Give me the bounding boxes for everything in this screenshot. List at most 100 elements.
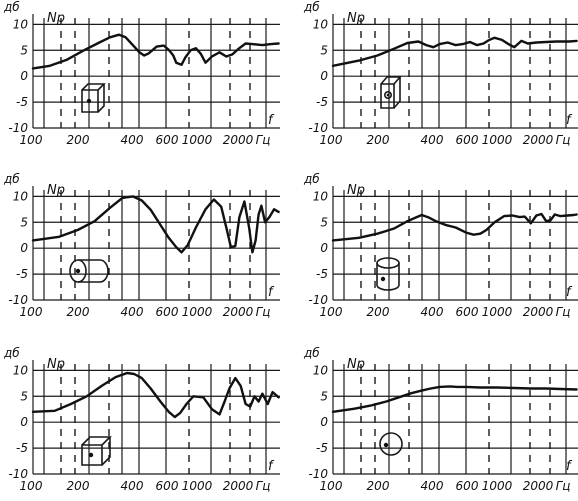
y-tick-label: 0 bbox=[20, 415, 28, 429]
x-tick-label: 400 bbox=[421, 305, 444, 319]
y-axis-label: дб bbox=[303, 0, 320, 14]
x-tick-label: 600 bbox=[456, 133, 479, 147]
x-tick-label: Гц bbox=[556, 133, 571, 147]
x-tick-label: 600 bbox=[456, 305, 479, 319]
x-tick-label: 400 bbox=[121, 305, 144, 319]
x-tick-label: 200 bbox=[67, 133, 90, 147]
chart-panel-top-right: 10 5 0 -5 -10 дб Np f 100 200 400 600 1000 2000 Гц bbox=[303, 0, 578, 147]
y-tick-label: -5 bbox=[16, 267, 28, 281]
y-tick-label: -5 bbox=[316, 267, 328, 281]
x-tick-label: 1000 bbox=[182, 133, 213, 147]
series-line bbox=[331, 212, 578, 242]
y-tick-label: 10 bbox=[13, 363, 29, 377]
y-tick-label: -10 bbox=[8, 121, 28, 135]
x-tick-label: Гц bbox=[256, 305, 271, 319]
series-label: Np bbox=[47, 357, 65, 372]
x-tick-label: 200 bbox=[367, 479, 390, 493]
x-tick-label: 1000 bbox=[182, 305, 213, 319]
y-axis-label: дб bbox=[3, 172, 20, 186]
x-tick-label: Гц bbox=[556, 479, 571, 493]
y-tick-label: -5 bbox=[316, 95, 328, 109]
y-tick-label: -10 bbox=[8, 467, 28, 481]
x-tick-label: 1000 bbox=[482, 133, 513, 147]
x-tick-label: 200 bbox=[67, 305, 90, 319]
y-tick-label: 5 bbox=[320, 43, 328, 57]
x-tick-label: Гц bbox=[256, 133, 271, 147]
series-label: Np bbox=[347, 357, 365, 372]
series-label: Np bbox=[47, 11, 65, 26]
y-tick-label: -5 bbox=[16, 95, 28, 109]
x-tick-label: 100 bbox=[20, 305, 43, 319]
y-tick-label: 0 bbox=[320, 69, 328, 83]
y-tick-label: -5 bbox=[316, 441, 328, 455]
y-tick-label: -10 bbox=[308, 467, 328, 481]
x-tick-label: 400 bbox=[421, 133, 444, 147]
speaker-enclosure-icon bbox=[376, 257, 400, 291]
y-tick-label: 10 bbox=[313, 363, 329, 377]
corner-label: f bbox=[268, 459, 275, 474]
series-line bbox=[331, 385, 578, 413]
x-tick-label: 200 bbox=[67, 479, 90, 493]
corner-label: f bbox=[268, 285, 275, 300]
x-tick-label: Гц bbox=[556, 305, 571, 319]
y-tick-label: 5 bbox=[20, 389, 28, 403]
x-tick-label: 400 bbox=[121, 479, 144, 493]
y-axis-label: дб bbox=[303, 346, 320, 360]
series-line bbox=[331, 36, 578, 67]
x-tick-label: 100 bbox=[320, 305, 343, 319]
y-axis-label: дб bbox=[303, 172, 320, 186]
corner-label: f bbox=[268, 113, 275, 128]
x-tick-label: 2000 bbox=[223, 305, 254, 319]
y-tick-label: -10 bbox=[308, 121, 328, 135]
series-label: Np bbox=[47, 183, 65, 198]
y-tick-label: 0 bbox=[320, 415, 328, 429]
speaker-enclosure-icon bbox=[379, 432, 403, 456]
chart-panel-middle-right: 10 5 0 -5 -10 дб Np f 100 200 400 600 1000 2000 Гц bbox=[303, 172, 578, 319]
x-tick-label: 1000 bbox=[482, 305, 513, 319]
x-tick-label: 1000 bbox=[182, 479, 213, 493]
y-tick-label: 0 bbox=[20, 241, 28, 255]
series-label: Np bbox=[347, 183, 365, 198]
y-tick-label: 0 bbox=[20, 69, 28, 83]
corner-label: f bbox=[566, 459, 573, 474]
x-tick-label: 100 bbox=[20, 133, 43, 147]
x-tick-label: Гц bbox=[256, 479, 271, 493]
y-tick-label: 10 bbox=[313, 189, 329, 203]
speaker-enclosure-icon bbox=[81, 83, 106, 113]
y-tick-label: 0 bbox=[320, 241, 328, 255]
series-label: Np bbox=[347, 11, 365, 26]
speaker-enclosure-icon bbox=[69, 259, 109, 283]
y-tick-label: 10 bbox=[13, 189, 29, 203]
x-tick-label: 2000 bbox=[523, 133, 554, 147]
x-tick-label: 200 bbox=[367, 305, 390, 319]
chart-panel-top-left: 10 5 0 -5 -10 дб Np f 100 200 400 600 1000 2000 Гц bbox=[3, 0, 280, 147]
y-axis-label: дб bbox=[3, 0, 20, 14]
y-tick-label: -10 bbox=[8, 293, 28, 307]
corner-label: f bbox=[566, 285, 573, 300]
speaker-enclosure-icon bbox=[380, 76, 402, 109]
x-tick-label: 100 bbox=[320, 479, 343, 493]
x-tick-label: 2000 bbox=[223, 133, 254, 147]
chart-panel-middle-left: 10 5 0 -5 -10 дб Np f 100 200 400 600 1000 2000 Гц bbox=[3, 172, 280, 319]
x-tick-label: 600 bbox=[156, 479, 179, 493]
y-tick-label: -10 bbox=[308, 293, 328, 307]
series-line bbox=[31, 33, 280, 70]
series-line bbox=[31, 371, 280, 419]
x-tick-label: 400 bbox=[121, 133, 144, 147]
chart-panel-bottom-right: 10 5 0 -5 -10 дб Np f 100 200 400 600 1000 2000 Гц bbox=[303, 346, 578, 493]
y-tick-label: 10 bbox=[313, 17, 329, 31]
x-tick-label: 2000 bbox=[223, 479, 254, 493]
y-tick-label: 5 bbox=[20, 43, 28, 57]
y-tick-label: 5 bbox=[320, 215, 328, 229]
series-line bbox=[31, 195, 280, 254]
x-tick-label: 600 bbox=[456, 479, 479, 493]
x-tick-label: 2000 bbox=[523, 305, 554, 319]
y-tick-label: -5 bbox=[16, 441, 28, 455]
chart-panel-bottom-left: 10 5 0 -5 -10 дб Np f 100 200 400 600 1000 2000 Гц bbox=[3, 346, 280, 493]
y-axis-label: дб bbox=[3, 346, 20, 360]
x-tick-label: 600 bbox=[156, 305, 179, 319]
y-tick-label: 5 bbox=[20, 215, 28, 229]
x-tick-label: 100 bbox=[320, 133, 343, 147]
x-tick-label: 200 bbox=[367, 133, 390, 147]
